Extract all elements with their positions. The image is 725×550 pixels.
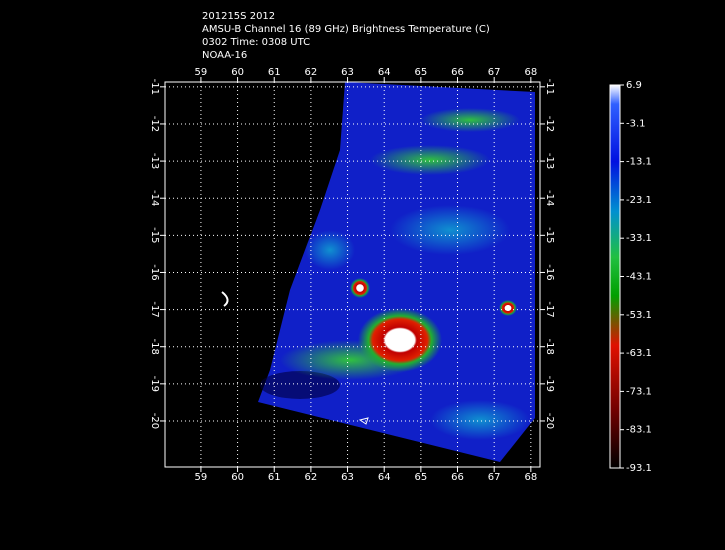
lat-tick-label: -20 (149, 413, 160, 429)
colorbar-label: -13.1 (626, 157, 652, 168)
lon-tick-label: 60 (231, 67, 244, 78)
lat-tick-label: -18 (544, 339, 555, 355)
lat-tick-label: -20 (544, 413, 555, 429)
header-line: AMSU-B Channel 16 (89 GHz) Brightness Te… (202, 24, 490, 35)
island (221, 291, 229, 307)
colorbar-label: -3.1 (626, 118, 646, 129)
colorbar-label: -63.1 (626, 348, 652, 359)
lat-tick-label: -11 (544, 79, 555, 95)
header: 201215S 2012 AMSU-B Channel 16 (89 GHz) … (202, 11, 490, 61)
swath (258, 82, 535, 462)
lat-tick-label: -14 (544, 190, 555, 206)
lat-tick-label: -17 (149, 301, 160, 317)
lon-tick-label: 65 (414, 472, 427, 483)
lat-tick-label: -13 (149, 153, 160, 169)
lon-tick-label: 63 (341, 67, 354, 78)
colorbar-label: -53.1 (626, 310, 652, 321)
colorbar-label: -23.1 (626, 195, 652, 206)
colorbar-label: -33.1 (626, 233, 652, 244)
lon-tick-label: 64 (378, 67, 391, 78)
lon-tick-label: 66 (451, 67, 464, 78)
colorbar (609, 84, 621, 469)
lon-tick-label: 66 (451, 472, 464, 483)
colorbar-label: -73.1 (626, 386, 652, 397)
colorbar-label: -43.1 (626, 272, 652, 283)
lon-tick-label: 59 (195, 67, 208, 78)
colorbar-label: -93.1 (626, 463, 652, 474)
lon-tick-label: 68 (524, 472, 537, 483)
map-frame (164, 81, 541, 468)
lat-tick-label: -19 (149, 376, 160, 392)
lat-tick-label: -13 (544, 153, 555, 169)
lat-tick-label: -15 (544, 227, 555, 243)
lon-tick-label: 67 (488, 67, 501, 78)
lon-tick-label: 61 (268, 67, 281, 78)
lon-tick-label: 64 (378, 472, 391, 483)
lat-tick-label: -17 (544, 301, 555, 317)
header-line: 201215S 2012 (202, 11, 275, 22)
lon-tick-label: 62 (305, 472, 318, 483)
lon-tick-label: 65 (414, 67, 427, 78)
lat-tick-label: -12 (544, 116, 555, 132)
lat-tick-label: -15 (149, 227, 160, 243)
lat-tick-label: -19 (544, 376, 555, 392)
lat-tick-label: -18 (149, 339, 160, 355)
lon-tick-label: 68 (524, 67, 537, 78)
lat-tick-label: -11 (149, 79, 160, 95)
lat-tick-label: -12 (149, 116, 160, 132)
lon-tick-label: 67 (488, 472, 501, 483)
lon-tick-label: 62 (305, 67, 318, 78)
lon-tick-label: 63 (341, 472, 354, 483)
lat-tick-label: -14 (149, 190, 160, 206)
header-line: 0302 Time: 0308 UTC (202, 37, 310, 48)
island (358, 417, 369, 425)
colorbar-label: -83.1 (626, 425, 652, 436)
lon-tick-label: 59 (195, 472, 208, 483)
header-line: NOAA-16 (202, 50, 247, 61)
lon-tick-label: 60 (231, 472, 244, 483)
lat-tick-label: -16 (149, 264, 160, 280)
colorbar-label: 6.9 (626, 80, 642, 91)
lon-tick-label: 61 (268, 472, 281, 483)
lat-tick-label: -16 (544, 264, 555, 280)
